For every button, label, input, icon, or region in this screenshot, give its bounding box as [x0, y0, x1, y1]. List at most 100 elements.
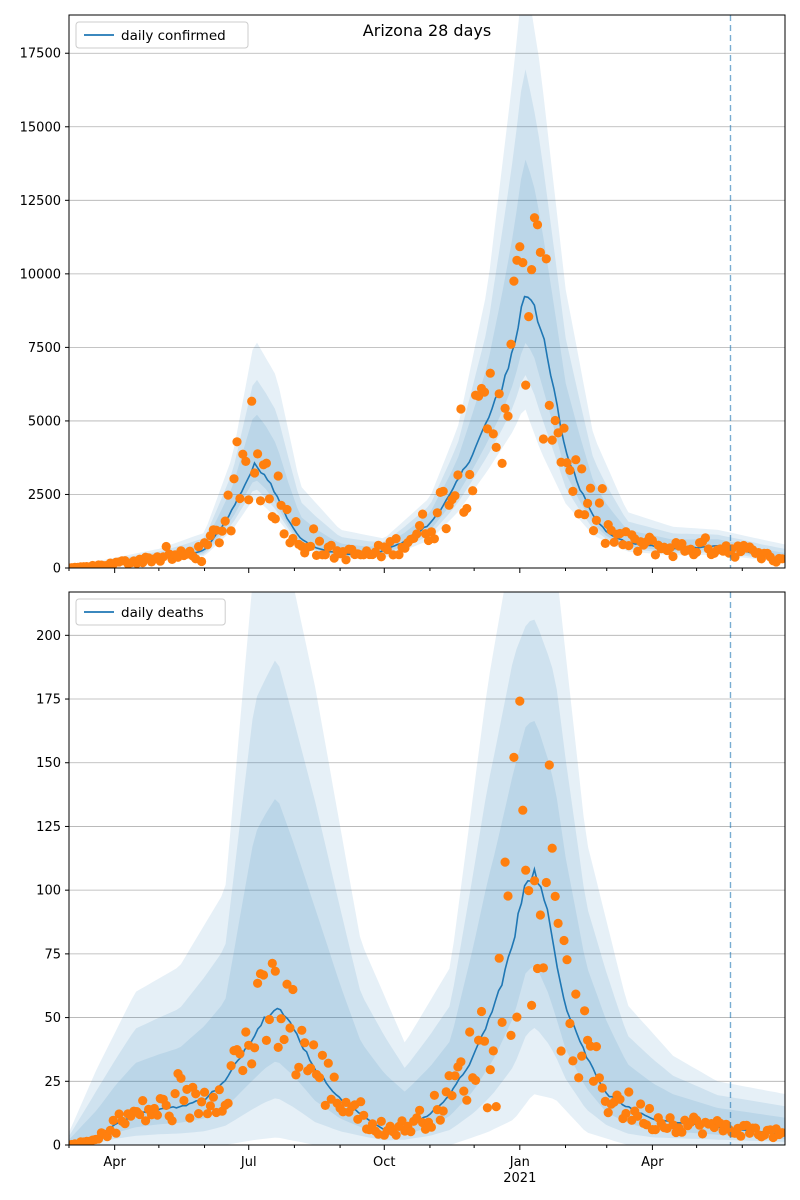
observed-point	[777, 554, 785, 564]
observed-point	[273, 1042, 283, 1052]
observed-point	[250, 1043, 260, 1053]
observed-point	[476, 1006, 487, 1017]
observed-point	[435, 1115, 445, 1125]
observed-point	[529, 213, 540, 223]
observed-point	[309, 1040, 319, 1050]
observed-point	[426, 1122, 436, 1132]
y-tick-label: 100	[36, 884, 61, 899]
observed-point	[238, 1065, 248, 1076]
observed-point	[565, 465, 575, 475]
y-tick-label: 0	[53, 1139, 61, 1154]
observed-point	[391, 534, 401, 544]
legend: daily deaths	[75, 598, 226, 626]
observed-point	[152, 1110, 162, 1120]
observed-point	[497, 1017, 507, 1027]
observed-point	[568, 1056, 578, 1066]
y-tick-label: 10000	[20, 267, 61, 282]
observed-point	[479, 387, 490, 397]
observed-point	[692, 547, 702, 557]
observed-point	[547, 435, 557, 445]
observed-point	[668, 551, 678, 562]
observed-point	[571, 989, 581, 999]
y-tick-label: 15000	[20, 120, 61, 135]
observed-point	[697, 1129, 708, 1139]
observed-point	[677, 539, 687, 549]
observed-point	[633, 1111, 643, 1121]
observed-point	[288, 984, 298, 995]
observed-point	[279, 529, 289, 539]
observed-point	[226, 1061, 236, 1071]
observed-point	[497, 458, 507, 468]
observed-point	[323, 1058, 333, 1068]
observed-point	[282, 504, 292, 515]
observed-point	[553, 918, 563, 929]
observed-point	[736, 1131, 746, 1141]
observed-point	[636, 1099, 646, 1109]
observed-point	[391, 1130, 401, 1140]
observed-point	[176, 1073, 186, 1083]
observed-point	[161, 541, 171, 552]
observed-point	[524, 886, 534, 896]
observed-point	[644, 1103, 655, 1114]
observed-point	[306, 1063, 316, 1073]
observed-point	[438, 1106, 448, 1116]
confirmed-panel: 0 2500 5000 7500 10000 12500 15000 17500 Arizona…	[20, 14, 786, 577]
plot-area	[69, 15, 785, 568]
observed-point	[621, 1108, 631, 1119]
observed-point	[521, 380, 531, 390]
deaths-panel: 0 25 50 75 100 125 150 175 200 Apr Jul Oct Jan Apr 202…	[36, 591, 786, 1186]
observed-point	[306, 541, 316, 552]
observed-point	[544, 760, 554, 770]
observed-point	[515, 242, 525, 252]
observed-point	[482, 1103, 492, 1113]
legend-label: daily confirmed	[121, 28, 226, 44]
observed-point	[468, 486, 478, 496]
x-tick-label: Jan	[509, 1155, 530, 1170]
legend: daily confirmed	[75, 21, 249, 49]
observed-point	[255, 496, 266, 506]
observed-point	[494, 953, 504, 963]
observed-points	[69, 213, 785, 568]
axes-frame	[68, 14, 786, 569]
y-tick-label: 200	[36, 629, 61, 644]
observed-point	[500, 403, 510, 413]
y-tick-label: 25	[44, 1075, 61, 1090]
observed-point	[624, 1087, 634, 1097]
observed-point	[329, 1072, 339, 1082]
observed-point	[202, 1109, 213, 1119]
observed-point	[194, 1109, 204, 1119]
observed-point	[191, 1089, 201, 1099]
observed-point	[597, 484, 607, 494]
observed-point	[223, 490, 233, 500]
observed-point	[568, 486, 578, 496]
observed-point	[559, 935, 569, 946]
observed-point	[524, 312, 534, 322]
observed-point	[462, 1095, 472, 1105]
observed-point	[488, 1046, 498, 1056]
y-tick-label: 50	[44, 1011, 61, 1026]
observed-point	[665, 1113, 675, 1123]
observed-point	[471, 1075, 481, 1085]
observed-point	[261, 458, 271, 468]
observed-point	[665, 543, 675, 553]
observed-point	[438, 486, 448, 496]
observed-point	[241, 456, 251, 466]
observed-point	[382, 545, 392, 555]
observed-point	[459, 1086, 469, 1096]
observed-point	[500, 857, 510, 867]
observed-point	[580, 510, 590, 520]
observed-points	[69, 696, 785, 1145]
observed-point	[223, 1098, 233, 1108]
observed-point	[314, 1073, 325, 1083]
observed-point	[512, 1012, 522, 1022]
x-tick-label: Apr	[641, 1155, 664, 1170]
observed-point	[235, 493, 245, 504]
observed-point	[538, 963, 549, 973]
observed-point	[141, 1116, 151, 1126]
observed-point	[288, 533, 298, 544]
observed-point	[432, 508, 442, 518]
observed-point	[320, 1100, 330, 1110]
observed-point	[453, 470, 463, 480]
observed-point	[580, 1006, 590, 1016]
observed-point	[494, 389, 504, 399]
